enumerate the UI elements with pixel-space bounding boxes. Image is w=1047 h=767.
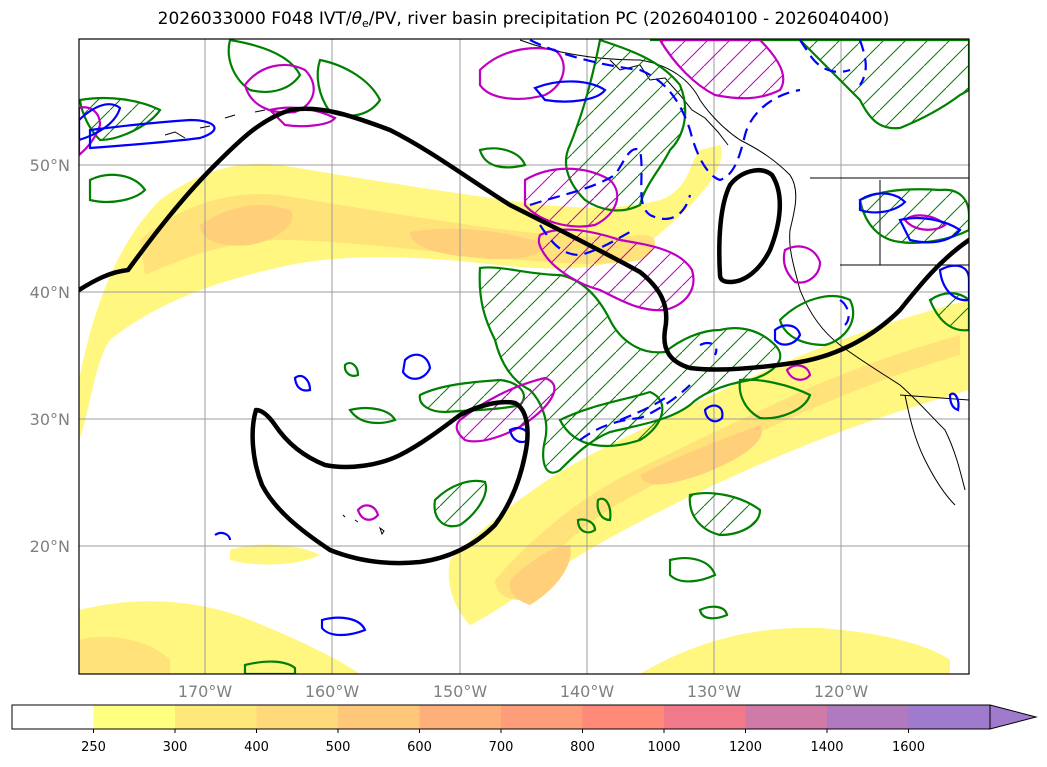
colorbar-tick-label: 1400	[810, 740, 844, 755]
colorbar-segment	[908, 705, 991, 729]
ivt-shading	[79, 145, 969, 674]
ivt-colorbar	[11, 704, 1038, 733]
precip-green-contours	[79, 39, 969, 674]
colorbar-segment	[827, 705, 909, 729]
colorbar-tick-label: 250	[81, 740, 106, 755]
lon-label-140w: 140°W	[559, 682, 615, 701]
colorbar-segment	[582, 705, 665, 729]
colorbar-tick-label: 600	[407, 740, 432, 755]
colorbar-segment	[745, 705, 828, 729]
colorbar-segment	[12, 705, 94, 729]
lat-label-50n: 50°N	[29, 156, 70, 175]
colorbar-segment	[175, 705, 257, 729]
colorbar-segment	[338, 705, 420, 729]
plot-frame	[78, 38, 970, 675]
colorbar-segment	[419, 705, 502, 729]
pv-contours	[79, 39, 969, 637]
colorbar-extend-arrow	[989, 704, 1038, 730]
lat-label-20n: 20°N	[29, 537, 70, 556]
colorbar-tick-label: 400	[244, 740, 269, 755]
colorbar-segment	[501, 705, 583, 729]
theta-e-contours	[79, 106, 969, 566]
colorbar-tick-label: 700	[488, 740, 514, 755]
colorbar-segment	[256, 705, 339, 729]
lat-label-30n: 30°N	[29, 410, 70, 429]
lon-label-130w: 130°W	[686, 682, 742, 701]
colorbar-tick-label: 300	[162, 740, 188, 755]
lon-label-160w: 160°W	[304, 682, 360, 701]
colorbar-tick-label: 1600	[891, 740, 926, 755]
colorbar-segment	[664, 705, 746, 729]
map-title: 2026033000 F048 IVT/θe/PV, river basin p…	[157, 9, 890, 30]
lon-label-150w: 150°W	[432, 682, 488, 701]
colorbar-segment	[93, 705, 176, 729]
colorbar-tick-label: 1200	[728, 740, 763, 755]
lon-label-170w: 170°W	[177, 682, 233, 701]
colorbar-tick-label: 500	[325, 740, 351, 755]
colorbar-tick-label: 800	[570, 740, 595, 755]
colorbar-tick-label: 1000	[647, 740, 681, 755]
lon-label-120w: 120°W	[813, 682, 869, 701]
lat-label-40n: 40°N	[29, 283, 70, 302]
